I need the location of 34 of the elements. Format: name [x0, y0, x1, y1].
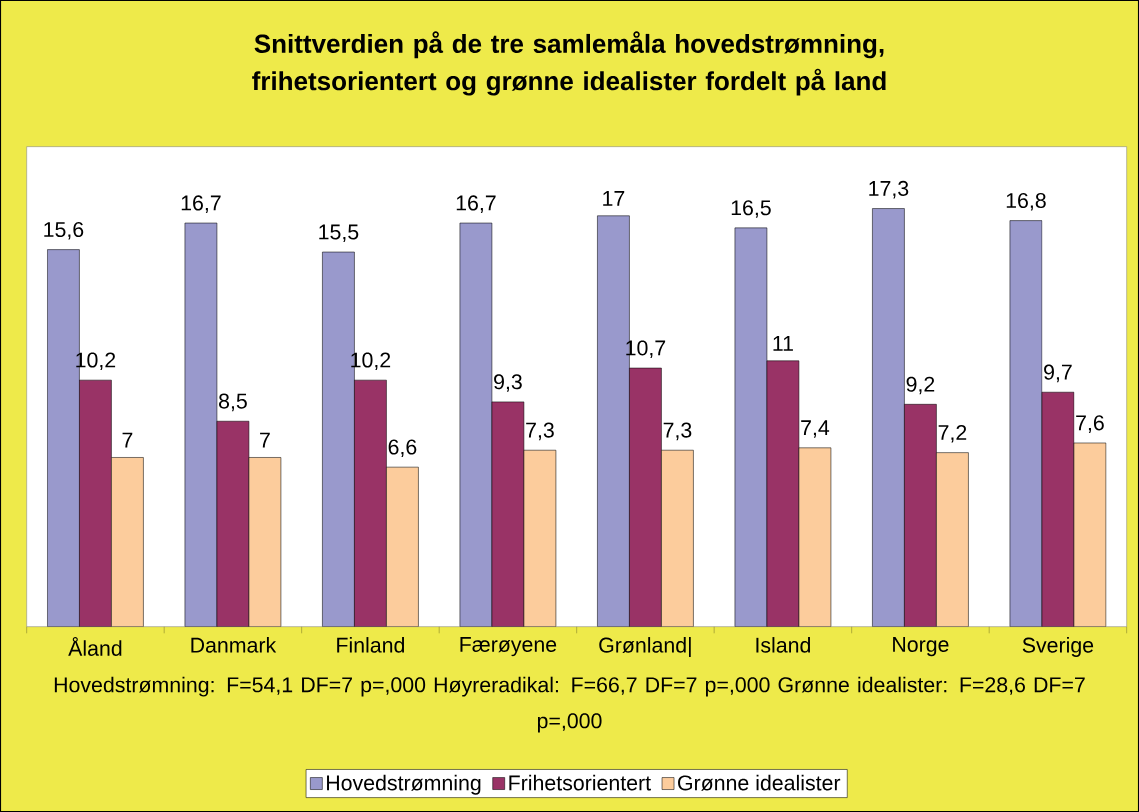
legend-label: Hovedstrømning	[327, 774, 481, 795]
data-label: 7,2	[938, 424, 967, 443]
chart-title: Snittverdien på de tre samlemåla hovedstrømning, frihetsorientert og grønne idealister fordelt på land	[252, 31, 886, 96]
data-label: 9,2	[906, 376, 935, 395]
x-tick-label: Færøyene	[460, 637, 557, 657]
x-tick-label: Finland	[337, 637, 405, 653]
data-label: 9,3	[494, 374, 522, 392]
x-tick-label: Grønland|	[599, 637, 691, 658]
data-label: 16,5	[731, 200, 771, 218]
legend-label: Grønne idealister	[678, 774, 841, 791]
data-label: 8,5	[219, 393, 247, 412]
data-label: 7,4	[801, 420, 830, 438]
data-label: 7,6	[1076, 415, 1104, 433]
data-label: 15,5	[319, 224, 359, 242]
data-label: 16,7	[456, 195, 496, 213]
x-tick-label: Island	[756, 637, 811, 653]
data-label: 7	[122, 432, 133, 448]
data-label: 9,7	[1044, 364, 1072, 383]
x-tick-label: Åland	[68, 637, 122, 656]
legend-label: Frihetsorientert	[509, 774, 651, 791]
data-label: 11	[773, 336, 793, 351]
data-label: 6,6	[388, 439, 417, 458]
text: Hovedstrømning: F=54,1 DF=7 p=,000 Høyreradikal: F=66,7 DF=7 p=,000 Grønne idealister: F=28,6 DF=7 p=,000	[54, 676, 1085, 733]
data-label: 7,3	[663, 422, 692, 441]
data-label: 16,8	[1006, 192, 1046, 211]
x-tick-label: Sverige	[1022, 637, 1094, 657]
data-label: 17,3	[869, 180, 909, 199]
x-tick-label: Norge	[893, 637, 949, 657]
data-label: 7	[260, 432, 270, 448]
x-tick-label: Danmark	[191, 637, 277, 653]
data-label: 16,7	[181, 195, 221, 213]
data-label: 7,3	[526, 422, 554, 441]
data-label: 15,6	[44, 221, 84, 240]
data-label: 17	[603, 191, 625, 206]
